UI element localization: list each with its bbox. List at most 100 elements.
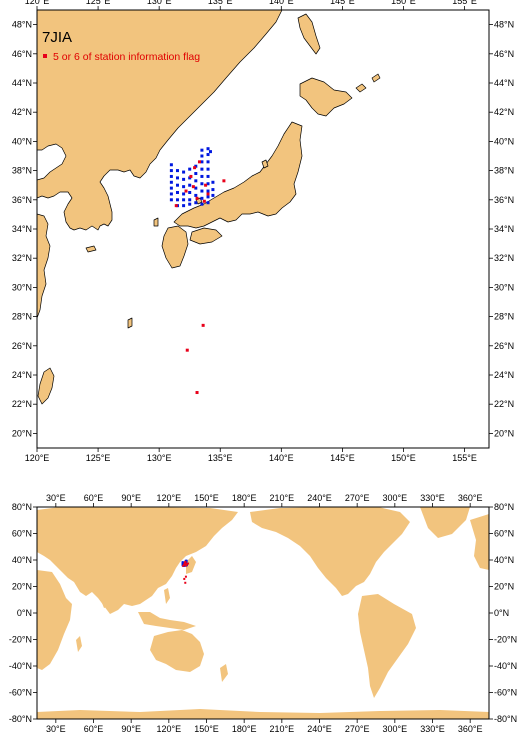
station-marker-normal	[175, 169, 179, 173]
station-marker-flagged	[191, 185, 195, 189]
y-tick-label-right: 30°N	[494, 282, 514, 292]
x-tick-label-top: 300°E	[383, 493, 408, 503]
station-marker-flagged	[183, 563, 186, 566]
station-marker-normal	[188, 202, 192, 206]
africa	[37, 570, 72, 670]
y-tick-label-right: 26°N	[494, 341, 514, 351]
japan	[186, 556, 196, 574]
x-tick-label-bottom: 130°E	[147, 453, 172, 463]
x-tick-label-top: 150°E	[194, 493, 219, 503]
y-tick-label-left: 24°N	[12, 370, 32, 380]
station-marker-normal	[175, 198, 179, 202]
station-marker-flagged	[206, 192, 210, 196]
station-marker-flagged	[184, 581, 187, 584]
station-marker-normal	[194, 179, 198, 183]
y-tick-label-left: 28°N	[12, 312, 32, 322]
eurasia	[37, 507, 238, 614]
station-marker-normal	[182, 204, 186, 208]
y-tick-label-right: 20°N	[494, 582, 514, 592]
station-marker-normal	[169, 180, 173, 184]
x-tick-label-bottom: 150°E	[391, 453, 416, 463]
india	[100, 584, 116, 608]
station-marker-normal	[200, 148, 204, 152]
asia-mainland	[37, 10, 283, 231]
sakhalin	[297, 13, 321, 55]
station-marker-normal	[194, 201, 198, 205]
station-marker-normal	[206, 182, 210, 186]
regional-map-title: 7JIA	[42, 29, 72, 46]
honshu	[173, 121, 303, 229]
regional-land	[37, 10, 381, 405]
x-tick-label-bottom: 210°E	[270, 724, 295, 734]
y-tick-label-right: 44°N	[494, 78, 514, 88]
y-tick-label-left: -20°N	[9, 635, 32, 645]
station-marker-normal	[206, 153, 210, 157]
station-marker-normal	[169, 192, 173, 196]
station-marker-normal	[206, 195, 210, 199]
jeju-island	[85, 245, 97, 253]
station-marker-normal	[182, 170, 186, 174]
station-marker-normal	[194, 172, 198, 176]
station-marker-normal	[188, 167, 192, 171]
station-marker-normal	[194, 193, 198, 197]
x-tick-label-bottom: 120°E	[157, 724, 182, 734]
y-tick-label-left: 34°N	[12, 224, 32, 234]
station-marker-normal	[208, 150, 212, 154]
x-tick-label-top: 270°E	[345, 493, 370, 503]
x-tick-label-top: 155°E	[452, 0, 477, 6]
legend-label: 5 or 6 of station information flag	[53, 51, 200, 63]
x-tick-label-bottom: 125°E	[86, 453, 111, 463]
x-tick-label-top: 120°E	[157, 493, 182, 503]
station-marker-flagged	[185, 348, 189, 352]
y-tick-label-left: 44°N	[12, 78, 32, 88]
y-tick-label-left: 20°N	[12, 428, 32, 438]
station-marker-normal	[188, 191, 192, 194]
greenland	[420, 507, 470, 538]
y-tick-label-right: 34°N	[494, 224, 514, 234]
y-tick-label-right: 46°N	[494, 49, 514, 59]
y-tick-label-right: 80°N	[494, 502, 514, 512]
x-tick-label-top: 135°E	[208, 0, 233, 6]
x-tick-label-top: 150°E	[391, 0, 416, 6]
x-tick-label-bottom: 60°E	[84, 724, 104, 734]
y-tick-label-right: -40°N	[494, 661, 517, 671]
y-tick-label-right: -60°N	[494, 688, 517, 698]
station-marker-normal	[206, 160, 210, 164]
station-marker-normal	[169, 163, 173, 167]
x-tick-label-top: 145°E	[330, 0, 355, 6]
station-marker-flagged	[193, 166, 197, 170]
x-tick-label-top: 360°E	[458, 493, 483, 503]
station-marker-normal	[206, 167, 210, 171]
y-tick-label-left: 38°N	[12, 166, 32, 176]
station-marker-normal	[169, 169, 173, 173]
global-axis-ticks: 30°E 30°E 60°E 60°E 90°E 90°E 120°E 120°E 150°E 1…	[9, 493, 517, 734]
station-marker-normal	[169, 174, 173, 178]
x-tick-label-bottom: 120°E	[25, 453, 50, 463]
y-tick-label-left: 46°N	[12, 49, 32, 59]
station-marker-normal	[200, 202, 204, 206]
station-marker-normal	[188, 198, 192, 202]
hokkaido	[299, 77, 353, 117]
station-marker-flagged	[184, 189, 188, 193]
y-tick-label-right: 0°N	[494, 608, 509, 618]
station-marker-flagged	[182, 564, 185, 567]
y-tick-label-left: 22°N	[12, 399, 32, 409]
x-tick-label-bottom: 145°E	[330, 453, 355, 463]
legend-marker	[43, 54, 47, 58]
station-marker-flagged	[184, 575, 187, 578]
y-tick-label-left: -60°N	[9, 688, 32, 698]
station-marker-flagged	[195, 196, 199, 200]
y-tick-label-right: 22°N	[494, 399, 514, 409]
station-marker-normal	[182, 185, 186, 189]
x-tick-label-top: 130°E	[147, 0, 172, 6]
x-tick-label-top: 120°E	[25, 0, 50, 6]
sado-island	[261, 159, 269, 169]
europe-right	[470, 514, 489, 570]
station-marker-normal	[194, 186, 198, 190]
x-tick-label-bottom: 180°E	[232, 724, 257, 734]
shikoku	[189, 227, 223, 245]
x-tick-label-bottom: 150°E	[194, 724, 219, 734]
x-tick-label-bottom: 240°E	[307, 724, 332, 734]
station-marker-normal	[175, 183, 179, 187]
